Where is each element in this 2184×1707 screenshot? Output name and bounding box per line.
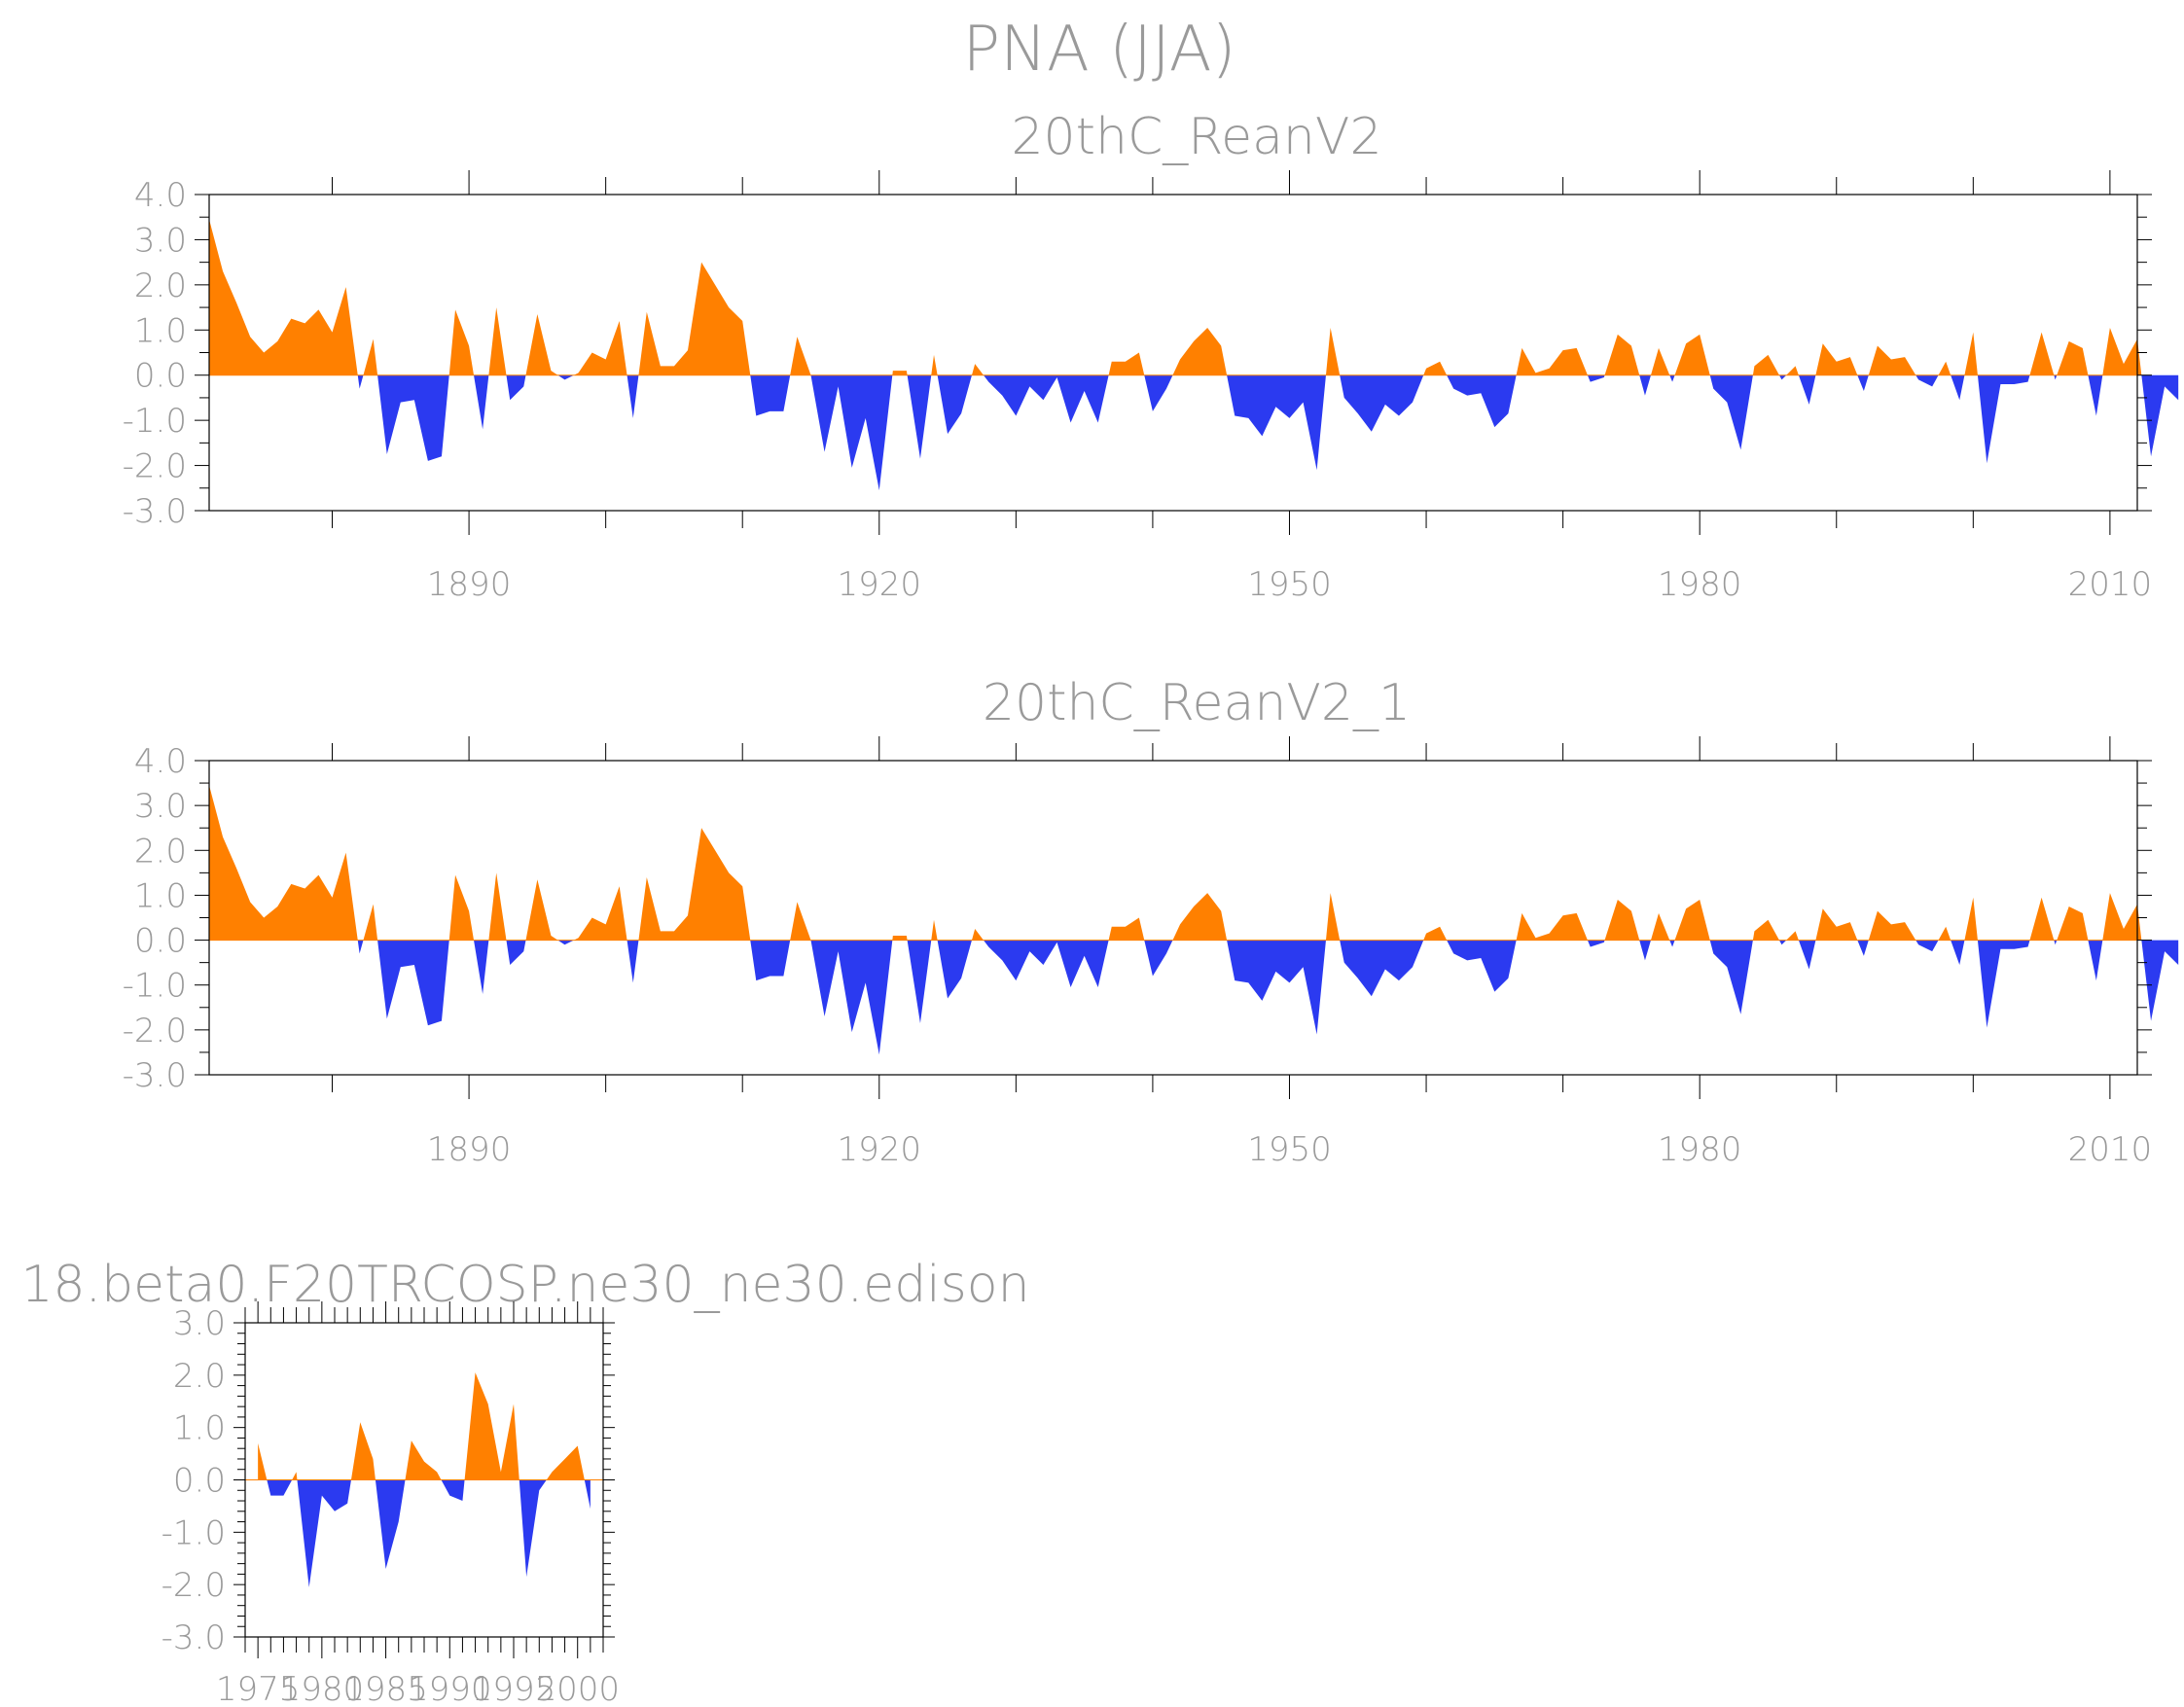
x-tick-label: 1890 [427,1130,512,1169]
x-tick-label: 1920 [838,1130,922,1169]
x-tick-label: 1890 [427,565,512,604]
x-tick-label: 1950 [1247,565,1332,604]
y-tick-label: 4.0 [134,176,187,215]
y-tick-label: 2.0 [173,1357,226,1396]
x-tick-label: 1995 [472,1670,556,1707]
x-tick-label: 1920 [838,565,922,604]
negative-anomaly-area [267,1479,591,1587]
y-tick-label: -3.0 [123,492,187,531]
y-tick-label: 0.0 [134,357,187,396]
x-tick-label: 2000 [535,1670,620,1707]
x-tick-label: 2010 [2068,1130,2153,1169]
y-tick-label: -3.0 [123,1056,187,1095]
positive-anomaly-area [209,785,2142,941]
negative-anomaly-area [357,940,2179,1055]
positive-anomaly-area [258,1372,585,1480]
x-tick-label: 2010 [2068,565,2153,604]
y-tick-label: -2.0 [123,1012,187,1050]
y-tick-label: -1.0 [123,402,187,441]
x-tick-label: 1950 [1247,1130,1332,1169]
panel-title: 20thC_ReanV2_1 [983,674,1411,732]
x-tick-label: 1990 [408,1670,492,1707]
positive-anomaly-area [209,219,2142,375]
y-tick-label: 2.0 [134,267,187,305]
y-tick-label: 2.0 [134,832,187,871]
panel-20thc-reanv2: 20thC_ReanV2 4.0 3.0 2.0 1.0 0.0 -1.0 -2.0 -3.0 1… [123,108,2179,604]
page-title: PNA (JJA) [963,14,1236,86]
panel-title: 18.beta0.F20TRCOSP.ne30_ne30.edison [20,1256,1029,1314]
y-tick-label: -2.0 [123,447,187,486]
x-tick-label: 1985 [343,1670,428,1707]
y-tick-label: 0.0 [134,922,187,961]
x-tick-label: 1980 [1658,1130,1742,1169]
panel-title: 20thC_ReanV2 [1011,108,1381,166]
y-tick-label: -1.0 [123,967,187,1006]
y-tick-label: 0.0 [173,1462,226,1501]
x-tick-label: 1980 [280,1670,365,1707]
y-tick-label: -1.0 [161,1513,226,1552]
y-tick-label: 1.0 [134,311,187,350]
y-tick-label: 3.0 [134,221,187,260]
x-tick-label: 1980 [1658,565,1742,604]
y-tick-label: -3.0 [161,1618,226,1657]
negative-anomaly-area [357,374,2179,491]
y-tick-label: -2.0 [161,1566,226,1605]
y-tick-label: 4.0 [134,742,187,781]
y-tick-label: 3.0 [134,787,187,826]
y-tick-label: 1.0 [173,1409,226,1448]
y-tick-label: 1.0 [134,876,187,915]
panel-20thc-reanv2-1: 20thC_ReanV2_1 4.0 3.0 2.0 1.0 0.0 -1.0 -2.0 -3.… [123,674,2179,1169]
x-tick-label: 1975 [216,1670,301,1707]
y-tick-label: 3.0 [173,1304,226,1343]
